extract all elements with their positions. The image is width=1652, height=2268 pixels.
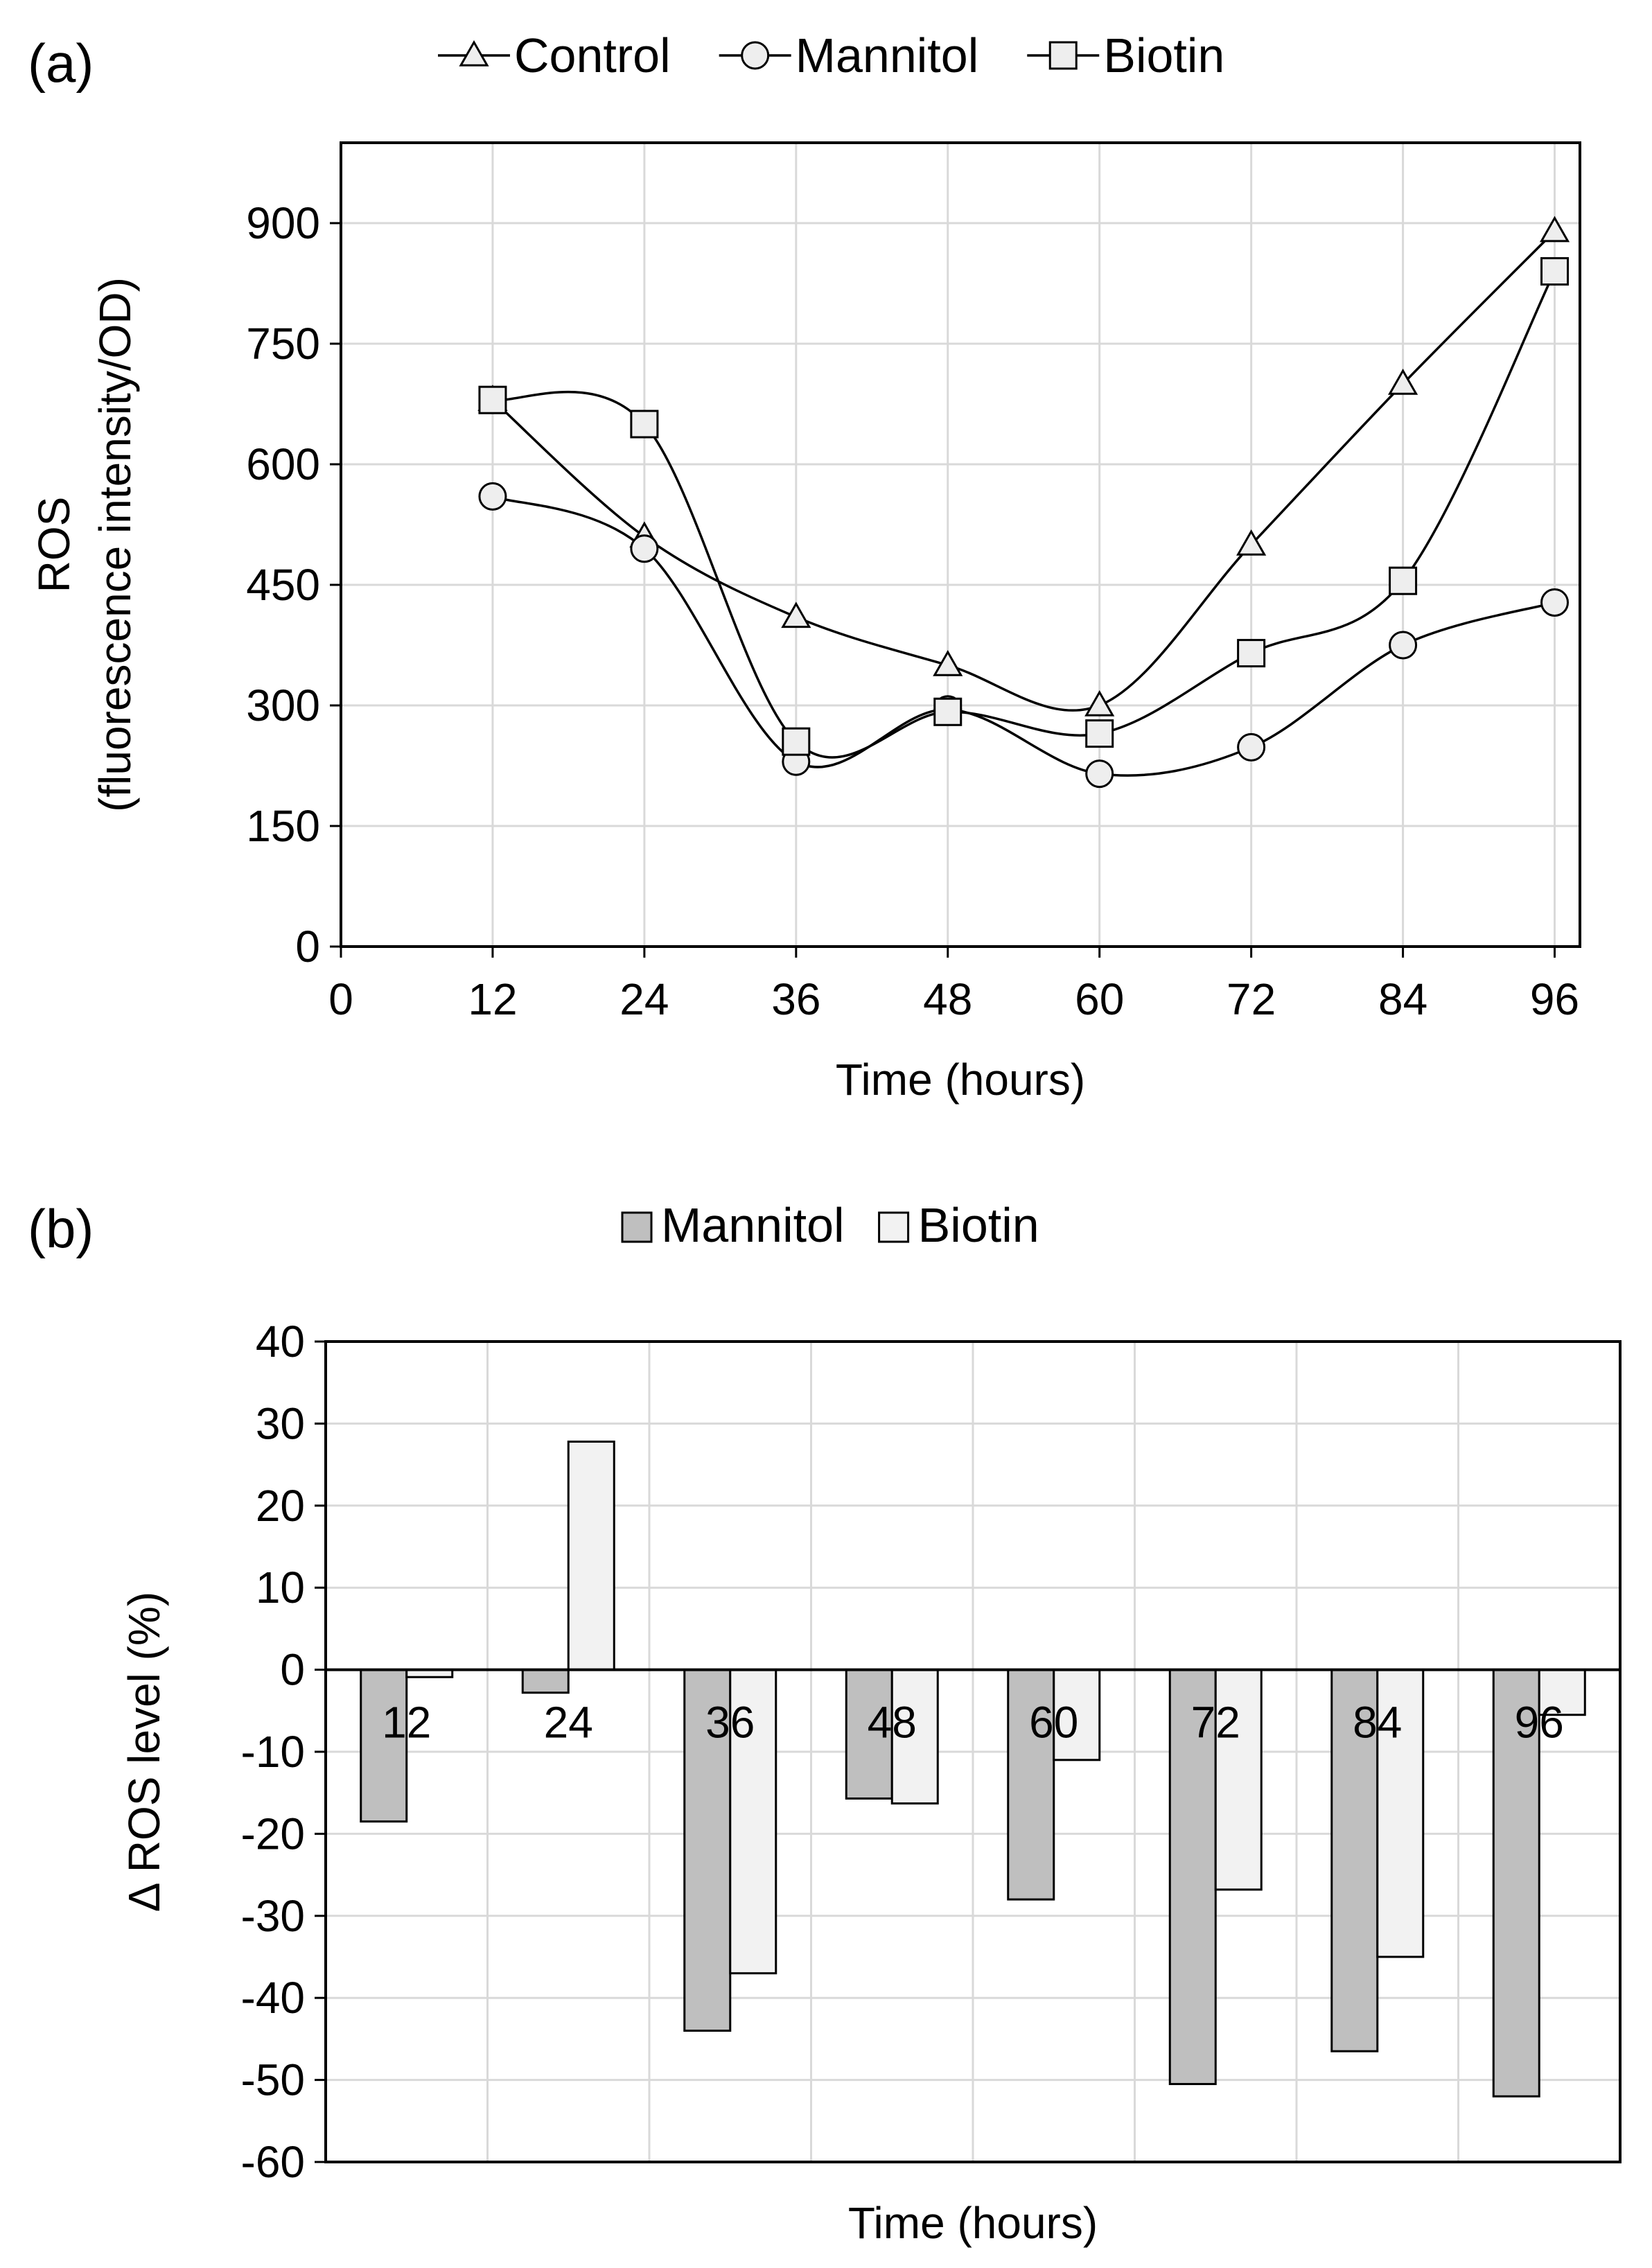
panel-a-point-mannitol <box>630 534 659 563</box>
panel-a-point-biotin <box>1237 639 1266 668</box>
panel-b-legend-biotin-swatch <box>878 1211 910 1243</box>
panel-a-x-tick-label: 96 <box>1530 974 1579 1024</box>
panel-a-point-mannitol <box>1085 759 1114 789</box>
panel-a-x-tick-label: 84 <box>1378 974 1427 1024</box>
panel-a-point-mannitol <box>1540 588 1570 617</box>
panel-b-y-axis-title: Δ ROS level (%) <box>119 1592 169 1912</box>
panel-a-y-tick-label: 750 <box>246 319 320 369</box>
panel-a-point-control <box>1084 689 1115 717</box>
panel-b-legend-mannitol-label: Mannitol <box>661 1198 845 1252</box>
panel-b-tick-labels: 12 24 36 48 60 72 84 96 -60 -50 -40 -30 -20 -10 0 10 20 3… <box>241 1317 1564 2187</box>
panel-a-legend-mannitol-label: Mannitol <box>796 28 979 82</box>
panel-a-legend-control-marker <box>459 39 489 67</box>
panel-a-point-biotin <box>478 385 507 414</box>
panel-a-y-axis-title: ROS <box>29 497 79 593</box>
panel-a-legend-biotin-marker <box>1048 41 1078 70</box>
panel-b-y-tick-label: -30 <box>241 1891 306 1941</box>
panel-b-y-tick-label: -10 <box>241 1727 306 1777</box>
panel-b-category-label: 36 <box>705 1698 755 1748</box>
panel-b-delta-ros-bar-chart: (b) Mannitol Biotin 12 24 36 48 60 72 84 96 -60 -5… <box>28 1198 1622 2248</box>
panel-a-x-tick-label: 72 <box>1227 974 1276 1024</box>
panel-a-point-biotin <box>1389 566 1418 595</box>
panel-b-category-label: 96 <box>1515 1698 1564 1748</box>
panel-a-point-control <box>933 649 963 676</box>
panel-a-x-tick-label: 36 <box>771 974 820 1024</box>
panel-a-y-tick-label: 300 <box>246 680 320 730</box>
panel-a-legend-biotin-label: Biotin <box>1103 28 1224 82</box>
panel-a-ros-line-chart: (a) Control Mannitol Biotin 0 12 24 36 48 60 72 8… <box>28 28 1581 1105</box>
panel-b-bar-biotin <box>1538 1669 1586 1716</box>
panel-b-legend-mannitol-swatch <box>621 1211 653 1243</box>
panel-a-point-biotin <box>1540 257 1570 286</box>
panel-b-y-tick-label: 20 <box>256 1481 305 1531</box>
panel-b-y-tick-label: 10 <box>256 1563 305 1612</box>
panel-b-label: (b) <box>28 1198 94 1259</box>
panel-a-label: (a) <box>28 33 94 94</box>
panel-b-category-label: 84 <box>1353 1698 1402 1748</box>
panel-a-y-tick-label: 600 <box>246 439 320 489</box>
panel-a-x-tick-label: 12 <box>468 974 517 1024</box>
panel-a-y-tick-label: 450 <box>246 560 320 610</box>
panel-a-series-lines <box>491 230 1556 777</box>
panel-b-bar-mannitol <box>1492 1669 1540 2098</box>
panel-a-plot-frame <box>340 141 1581 948</box>
panel-b-y-tick-label: 30 <box>256 1398 305 1448</box>
panel-b-bar-biotin <box>567 1440 615 1671</box>
panel-b-x-axis-title: Time (hours) <box>848 2198 1098 2248</box>
panel-b-bar-biotin <box>1376 1669 1425 1958</box>
panel-a-point-mannitol <box>1389 631 1418 660</box>
panel-b-category-label: 72 <box>1191 1698 1240 1748</box>
panel-a-x-axis-title: Time (hours) <box>836 1055 1085 1105</box>
panel-a-point-biotin <box>782 727 811 756</box>
panel-a-legend-control-label: Control <box>514 28 671 82</box>
panel-b-y-tick-label: -40 <box>241 1973 306 2023</box>
panel-b-category-label: 12 <box>382 1698 431 1748</box>
panel-b-bars <box>360 1440 1586 2098</box>
panel-a-y-tick-label: 150 <box>246 801 320 851</box>
panel-a-x-tick-label: 48 <box>923 974 972 1024</box>
panel-a-point-control <box>781 601 811 628</box>
panel-b-bar-mannitol <box>360 1669 408 1823</box>
panel-a-point-mannitol <box>1237 732 1266 762</box>
panel-b-y-tick-label: -50 <box>241 2055 306 2105</box>
panel-b-category-label: 48 <box>868 1698 917 1748</box>
panel-b-bar-mannitol <box>683 1669 732 2032</box>
panel-a-legend-mannitol-marker <box>741 41 770 70</box>
panel-a-point-mannitol <box>478 482 507 511</box>
panel-b-bar-mannitol <box>1007 1669 1055 1901</box>
panel-b-y-tick-label: -60 <box>241 2137 306 2187</box>
panel-a-point-biotin <box>933 697 963 726</box>
panel-b-bar-mannitol <box>521 1669 570 1694</box>
panel-b-legend-biotin-label: Biotin <box>918 1198 1039 1252</box>
panel-a-x-tick-label: 24 <box>620 974 669 1024</box>
panel-a-point-biotin <box>1085 719 1114 748</box>
panel-a-line-mannitol <box>492 495 1555 777</box>
panel-a-tick-labels: 0 12 24 36 48 60 72 84 96 0 150 300 450 600 750 900 <box>246 198 1579 1024</box>
panel-b-gridlines <box>326 1342 1620 2162</box>
panel-b-category-label: 24 <box>544 1698 593 1748</box>
panel-b-bar-biotin <box>890 1669 939 1805</box>
panel-b-bar-biotin <box>729 1669 777 1975</box>
panel-b-legend: Mannitol Biotin <box>621 1198 1039 1252</box>
panel-b-bar-mannitol <box>845 1669 893 1800</box>
panel-a-series-markers <box>477 216 1570 789</box>
panel-a-y-tick-label: 900 <box>246 198 320 248</box>
panel-a-y-tick-label: 0 <box>295 922 320 972</box>
panel-a-y-axis-subtitle: (fluorescence intensity/OD) <box>90 277 140 812</box>
panel-a-point-biotin <box>630 410 659 439</box>
panel-b-y-tick-label: 0 <box>280 1645 305 1695</box>
panel-a-point-control <box>1539 216 1570 243</box>
panel-a-legend: Control Mannitol Biotin <box>438 28 1224 82</box>
panel-b-y-tick-label: -20 <box>241 1809 306 1858</box>
panel-b-y-tick-label: 40 <box>256 1317 305 1366</box>
panel-a-x-tick-label: 0 <box>328 974 353 1024</box>
panel-a-point-control <box>1236 529 1267 556</box>
panel-a-point-control <box>1387 368 1418 395</box>
panel-b-bar-mannitol <box>1330 1669 1379 2052</box>
panel-b-category-label: 60 <box>1029 1698 1078 1748</box>
panel-a-gridlines <box>341 143 1580 947</box>
panel-a-x-tick-label: 60 <box>1075 974 1124 1024</box>
